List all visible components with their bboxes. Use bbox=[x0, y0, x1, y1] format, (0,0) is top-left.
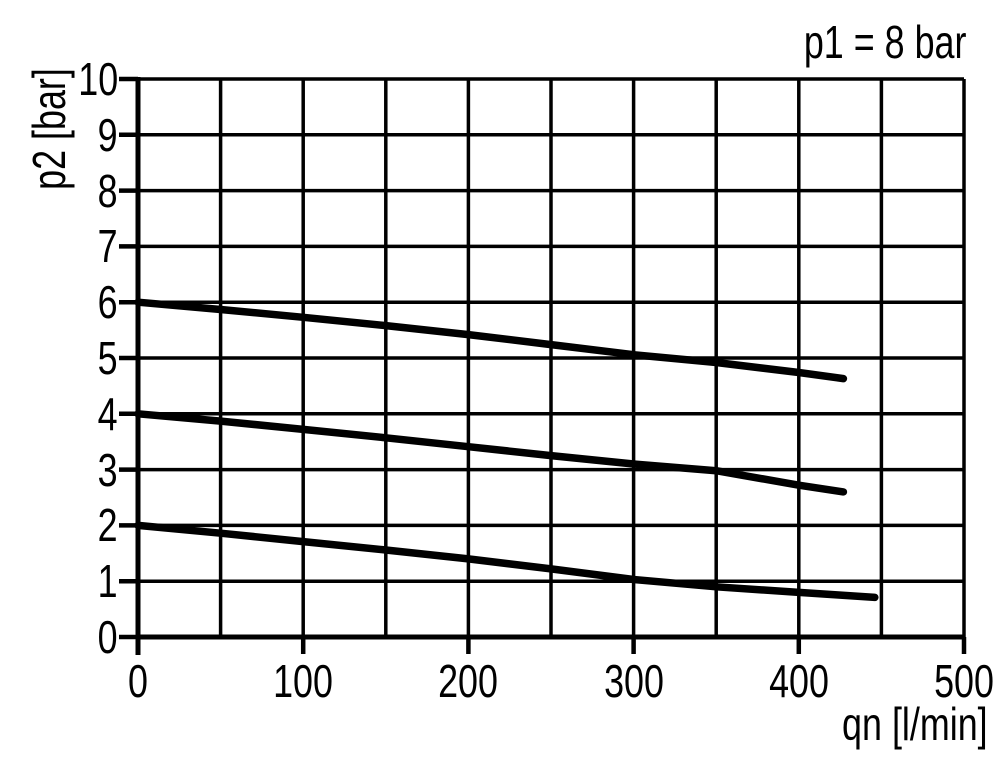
chart-title: p1 = 8 bar bbox=[803, 16, 966, 68]
x-tick-label: 500 bbox=[934, 655, 994, 707]
curve-set-pressure-4-bar bbox=[134, 410, 848, 496]
x-tick-label: 200 bbox=[438, 655, 499, 707]
curve-set-pressure-2-bar bbox=[134, 521, 879, 602]
y-tick-label: 10 bbox=[78, 53, 118, 105]
y-axis-title: p2 [bar] bbox=[23, 68, 75, 190]
y-tick-label: 6 bbox=[98, 276, 118, 329]
y-tick-label: 8 bbox=[98, 164, 118, 217]
y-tick-label: 4 bbox=[98, 387, 118, 440]
x-tick-label: 100 bbox=[273, 655, 334, 707]
y-tick-label: 1 bbox=[98, 555, 118, 608]
x-tick-label: 0 bbox=[128, 655, 148, 707]
y-tick-label: 7 bbox=[98, 220, 118, 273]
x-tick-label: 300 bbox=[603, 655, 664, 707]
x-axis-title: qn [l/min] bbox=[842, 698, 988, 750]
x-tick-label: 400 bbox=[768, 655, 829, 707]
curve-set-pressure-6-bar bbox=[134, 298, 848, 383]
y-tick-label: 0 bbox=[98, 611, 118, 663]
y-tick-label: 3 bbox=[98, 443, 118, 496]
y-tick-label: 5 bbox=[98, 332, 118, 384]
y-tick-label: 9 bbox=[98, 108, 118, 161]
y-tick-label: 2 bbox=[98, 499, 118, 552]
